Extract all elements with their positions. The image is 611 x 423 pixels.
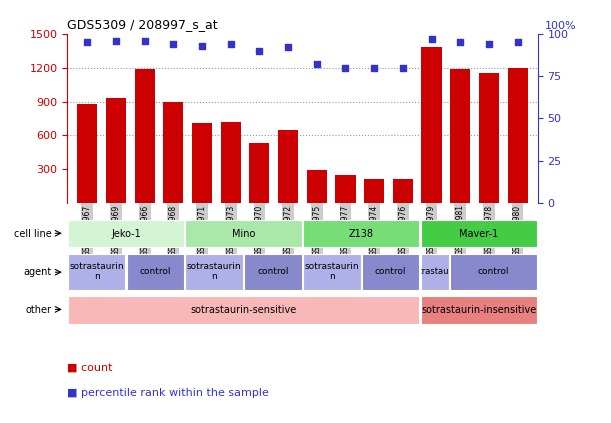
Text: control: control (257, 267, 289, 276)
Text: sotrastaurin
n: sotrastaurin n (69, 262, 124, 281)
Text: cell line: cell line (14, 229, 52, 239)
Text: Mino: Mino (232, 229, 255, 239)
Text: sotrastaurin: sotrastaurin (409, 267, 460, 276)
Bar (192, 123, 212, 203)
Point (455, 39, 465, 46)
Point (426, 36, 436, 42)
Bar (221, 122, 241, 203)
Text: Maver-1: Maver-1 (459, 229, 499, 239)
Text: sotrastaurin
n: sotrastaurin n (304, 262, 359, 281)
Bar (335, 175, 356, 203)
Bar (106, 98, 126, 203)
Text: agent: agent (24, 267, 52, 277)
Bar (364, 179, 384, 203)
Point (340, 64, 350, 71)
Bar (479, 73, 499, 203)
Bar (450, 69, 470, 203)
Point (398, 64, 408, 71)
Text: sotrastaurin-insensitive: sotrastaurin-insensitive (421, 305, 536, 315)
Text: ■ percentile rank within the sample: ■ percentile rank within the sample (67, 388, 269, 398)
Bar (508, 68, 528, 203)
Bar (163, 102, 183, 203)
Text: control: control (375, 267, 406, 276)
Point (369, 64, 379, 71)
Text: control: control (140, 267, 171, 276)
Text: other: other (26, 305, 52, 315)
Bar (422, 47, 442, 203)
Bar (393, 179, 413, 203)
Point (312, 61, 321, 68)
Point (140, 37, 150, 44)
Point (82, 39, 92, 46)
Text: sotrastaurin
n: sotrastaurin n (187, 262, 241, 281)
Text: Z138: Z138 (349, 229, 374, 239)
Point (197, 42, 207, 49)
Bar (77, 104, 97, 203)
Point (513, 39, 522, 46)
Bar (307, 170, 327, 203)
Point (226, 41, 236, 47)
Text: Jeko-1: Jeko-1 (111, 229, 141, 239)
Text: 100%: 100% (544, 21, 576, 31)
Text: sotrastaurin-sensitive: sotrastaurin-sensitive (191, 305, 297, 315)
Point (284, 44, 293, 51)
Point (484, 41, 494, 47)
Point (169, 41, 178, 47)
Point (111, 37, 121, 44)
Point (255, 47, 265, 54)
Bar (134, 69, 155, 203)
Text: GDS5309 / 208997_s_at: GDS5309 / 208997_s_at (67, 18, 218, 31)
Bar (249, 143, 269, 203)
Bar (278, 130, 298, 203)
Text: control: control (478, 267, 510, 276)
Text: ■ count: ■ count (67, 363, 112, 373)
